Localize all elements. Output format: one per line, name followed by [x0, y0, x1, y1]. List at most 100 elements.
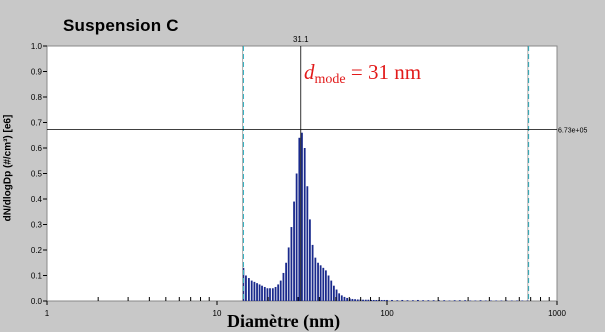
bar — [311, 244, 314, 301]
bar — [263, 286, 266, 301]
bar — [324, 270, 327, 301]
bar — [343, 296, 346, 301]
bar — [258, 284, 261, 301]
x-tick-label: 1 — [45, 309, 50, 318]
bar — [295, 173, 298, 301]
y-tick-label: 0.5 — [31, 170, 43, 179]
annotation-value: = 31 nm — [345, 60, 422, 84]
bar — [319, 265, 322, 301]
y-tick-label: 0.0 — [31, 297, 43, 306]
bar — [495, 300, 498, 301]
bar — [335, 289, 338, 301]
bar — [247, 278, 250, 301]
bar — [386, 299, 388, 301]
y-tick-label: 0.9 — [31, 68, 43, 77]
y-axis-label: dN/dlogDp (#/cm³) [e6] — [2, 114, 14, 222]
bar — [362, 299, 364, 301]
bar — [277, 284, 280, 301]
bar — [303, 148, 306, 301]
cursor-x-label: 31.1 — [293, 35, 309, 44]
bar — [448, 300, 451, 301]
y-tick-label: 0.4 — [31, 195, 43, 204]
bar — [484, 300, 487, 301]
bar — [340, 295, 343, 301]
bar — [422, 300, 424, 301]
bar — [367, 299, 370, 301]
bar — [253, 281, 256, 301]
bar — [301, 132, 303, 301]
bar — [242, 267, 245, 301]
bar — [406, 300, 409, 301]
bar — [314, 257, 317, 301]
bar — [427, 300, 430, 301]
bar — [458, 300, 461, 301]
bar — [330, 280, 333, 301]
y-tick-label: 0.1 — [31, 272, 43, 281]
chart-title: Suspension C — [63, 16, 179, 35]
x-tick-label: 10 — [213, 309, 222, 318]
bar — [391, 299, 393, 301]
bar — [332, 285, 335, 301]
bar — [298, 137, 301, 301]
bar — [351, 298, 354, 301]
bar — [290, 227, 293, 301]
y-tick-label: 1.0 — [31, 42, 43, 51]
mode-annotation: dmode = 31 nm — [304, 60, 421, 88]
y-tick-label: 0.8 — [31, 93, 43, 102]
x-tick-label: 1000 — [548, 309, 566, 318]
bar — [510, 300, 513, 301]
bar — [287, 247, 290, 301]
bar — [443, 300, 446, 301]
bar — [282, 272, 285, 301]
y-tick-label: 0.6 — [31, 144, 43, 153]
tick-layer: 0.0 0.1 0.2 0.3 0.4 0.5 0.6 0.7 0.8 0.9 1.0 1 10 100 1… — [31, 42, 567, 318]
bar — [380, 299, 383, 301]
bar — [490, 300, 492, 301]
x-tick-label: 100 — [380, 309, 394, 318]
bar — [417, 299, 419, 301]
bar — [327, 275, 330, 301]
bar — [309, 219, 311, 301]
bar — [500, 300, 503, 301]
bar — [469, 300, 472, 301]
bar — [438, 300, 440, 301]
bar — [271, 288, 274, 301]
bar — [464, 300, 466, 301]
bar — [279, 280, 282, 301]
bar — [383, 299, 386, 301]
bar — [322, 267, 325, 301]
bar — [250, 280, 253, 301]
bar — [505, 300, 508, 301]
cursor-layer: 31.1 6.73e+05 — [47, 35, 587, 301]
bar — [285, 262, 288, 301]
y-tick-label: 0.2 — [31, 246, 43, 255]
y-tick-label: 0.3 — [31, 221, 43, 230]
bar — [375, 299, 378, 301]
bar — [266, 288, 269, 301]
bars-layer — [242, 132, 529, 301]
bar — [346, 297, 349, 301]
bar — [269, 288, 271, 301]
bar — [364, 299, 367, 301]
bar — [354, 299, 356, 301]
bar — [245, 275, 247, 301]
marker-layer — [242, 46, 530, 301]
x-axis-label: Diamètre (nm) — [227, 311, 341, 331]
bar — [479, 300, 482, 301]
bar — [411, 300, 414, 301]
bar — [370, 299, 372, 301]
cursor-y-label: 6.73e+05 — [558, 127, 587, 134]
y-tick-label: 0.7 — [31, 119, 43, 128]
bar — [338, 293, 341, 301]
bar — [521, 300, 524, 301]
bar — [256, 283, 258, 301]
bar — [356, 299, 359, 301]
bar — [293, 201, 295, 301]
bar — [274, 286, 277, 301]
bar — [474, 300, 477, 301]
bar — [306, 186, 309, 301]
bar — [317, 262, 319, 301]
bar — [526, 300, 529, 301]
bar — [401, 299, 404, 301]
